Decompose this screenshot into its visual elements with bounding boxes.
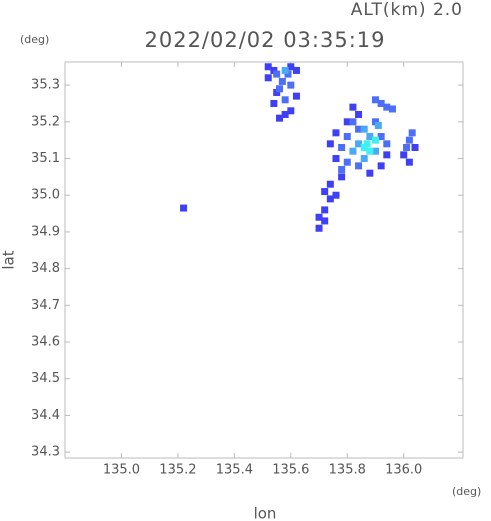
echo-cell: [321, 188, 329, 196]
echo-cell: [321, 206, 329, 214]
echo-cell: [377, 99, 385, 107]
echo-cell: [371, 147, 379, 155]
y-tick-label: 35.2: [31, 114, 60, 129]
echo-cell: [332, 155, 340, 163]
y-tick-label: 35.1: [31, 151, 60, 166]
echo-cell: [366, 147, 374, 155]
echo-cell: [366, 133, 374, 141]
echo-cell: [315, 213, 323, 221]
echo-cell: [264, 63, 272, 71]
y-tick-label: 34.7: [31, 298, 60, 313]
y-tick-label: 34.4: [31, 408, 60, 423]
echo-cell: [321, 217, 329, 225]
echo-cell: [383, 140, 391, 148]
y-axis-label: lat: [0, 250, 18, 269]
echo-cell: [287, 107, 295, 115]
echo-cell: [284, 70, 292, 78]
echo-cell: [338, 144, 346, 152]
x-tick-label: 135.8: [329, 463, 366, 478]
echo-cell: [180, 204, 188, 212]
x-tick-label: 135.6: [272, 463, 309, 478]
echo-cell: [278, 77, 286, 85]
echo-cell: [360, 144, 368, 152]
echo-cell: [363, 140, 371, 148]
echo-cell: [403, 144, 411, 152]
echo-cell: [355, 110, 363, 118]
echo-cell: [287, 81, 295, 89]
x-tick-label: 135.4: [216, 463, 253, 478]
y-tick-label: 34.3: [31, 445, 60, 460]
echo-cell: [281, 66, 289, 74]
x-unit: (deg): [452, 485, 481, 498]
echo-cell: [408, 129, 416, 137]
echo-cell: [276, 85, 284, 93]
x-tick-label: 136.0: [385, 463, 422, 478]
y-tick-label: 34.6: [31, 335, 60, 350]
echo-cell: [273, 70, 281, 78]
y-tick-label: 34.9: [31, 224, 60, 239]
echo-cell: [355, 162, 363, 170]
echo-cell: [338, 166, 346, 174]
echo-cell: [343, 133, 351, 141]
echo-cell: [360, 125, 368, 133]
echo-cell: [292, 66, 300, 74]
y-tick-label: 35.3: [31, 78, 60, 93]
echo-cell: [383, 151, 391, 159]
echo-cell: [383, 103, 391, 111]
echo-cell: [355, 125, 363, 133]
echo-cell: [332, 191, 340, 199]
echo-cell: [343, 158, 351, 166]
echo-cell: [292, 92, 300, 100]
echo-cell: [276, 114, 284, 122]
echo-cell: [371, 136, 379, 144]
echo-cell: [332, 129, 340, 137]
echo-cell: [281, 96, 289, 104]
x-tick-label: 135.0: [103, 463, 140, 478]
echo-cell: [270, 66, 278, 74]
echo-cell: [315, 224, 323, 232]
echo-cell: [405, 136, 413, 144]
x-axis-label: lon: [254, 505, 277, 521]
echo-cell: [377, 133, 385, 141]
echo-cell: [326, 140, 334, 148]
echo-cell: [349, 103, 357, 111]
echo-cell: [326, 195, 334, 203]
y-tick-label: 35.0: [31, 188, 60, 203]
y-unit: (deg): [20, 33, 49, 46]
plot-frame: [64, 61, 464, 459]
echo-cell: [349, 118, 357, 126]
echo-cell: [270, 99, 278, 107]
echo-cell: [366, 169, 374, 177]
echo-cell: [343, 118, 351, 126]
echo-cell: [371, 118, 379, 126]
echo-cell: [411, 144, 419, 152]
echo-cell: [326, 180, 334, 188]
echo-cell: [377, 162, 385, 170]
echo-cell: [273, 88, 281, 96]
echo-cell: [287, 63, 295, 71]
echo-cell: [360, 155, 368, 163]
y-tick-label: 34.8: [31, 261, 60, 276]
x-tick-label: 135.2: [159, 463, 196, 478]
echo-cell: [405, 158, 413, 166]
echo-cell: [374, 121, 382, 129]
chart-title: 2022/02/02 03:35:19: [144, 28, 385, 52]
echo-cell: [338, 173, 346, 181]
echo-cell: [371, 96, 379, 104]
echo-cell: [355, 140, 363, 148]
y-tick-label: 34.5: [31, 371, 60, 386]
echo-cell: [264, 74, 272, 82]
echo-cell: [281, 110, 289, 118]
echo-cell: [349, 147, 357, 155]
echo-cell: [388, 105, 396, 113]
subtitle: ALT(km) 2.0: [351, 0, 463, 20]
echo-cell: [400, 151, 408, 159]
